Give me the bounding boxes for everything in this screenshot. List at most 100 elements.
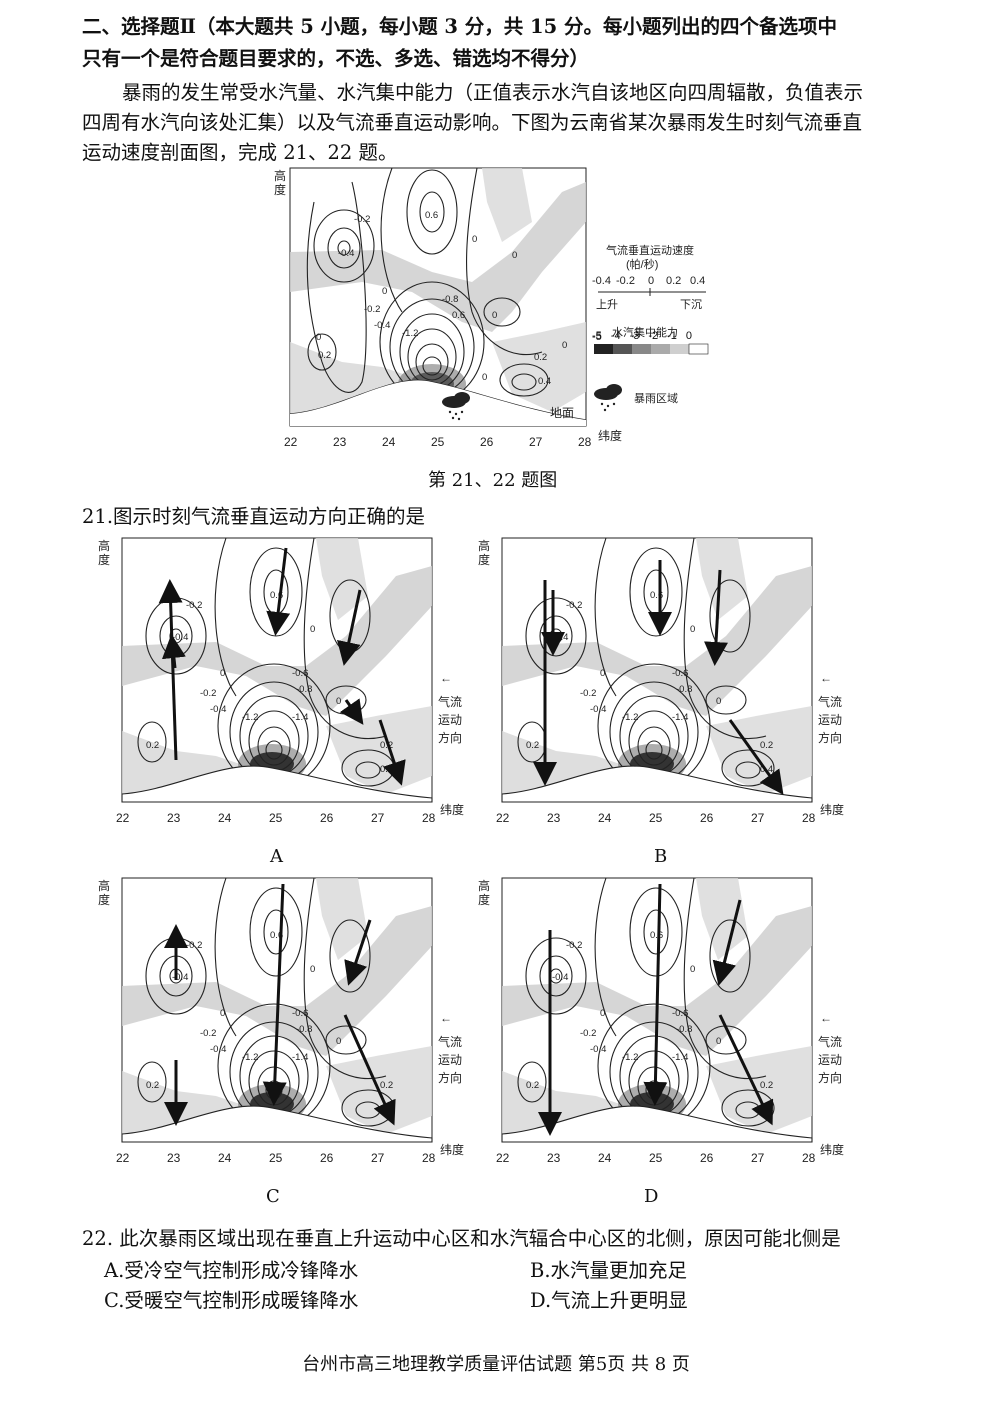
contour-label: 0.2 bbox=[526, 740, 539, 751]
figure-caption: 第 21、22 题图 bbox=[428, 470, 558, 491]
side-text: 气流 bbox=[438, 1034, 462, 1049]
x-tick: 22 bbox=[284, 435, 298, 449]
contour-label: -1.2 bbox=[242, 712, 258, 723]
x-tick: 26 bbox=[320, 811, 334, 825]
contour-label: -1.4 bbox=[672, 1052, 688, 1063]
contour-label: -0.4 bbox=[552, 972, 568, 983]
contour-label: 0 bbox=[310, 624, 315, 635]
airflow-arrow bbox=[344, 919, 372, 986]
legend-tick: 0 bbox=[685, 330, 693, 342]
contour-label: 0 bbox=[472, 234, 477, 245]
contour-label: 0 bbox=[690, 964, 695, 975]
contour-label: 0.4 bbox=[538, 376, 551, 387]
side-arrow-icon: ← bbox=[820, 1011, 832, 1025]
y-axis-label-2: 度 bbox=[98, 552, 110, 567]
y-axis-label-1: 高 bbox=[98, 538, 110, 553]
option-label-c: C bbox=[266, 1186, 280, 1207]
moisture-band-upper bbox=[290, 182, 586, 332]
legend-tick: -0.4 bbox=[592, 275, 611, 287]
side-text: 运动 bbox=[818, 1053, 842, 1067]
x-tick: 24 bbox=[598, 1151, 612, 1165]
q21-stem: 21.图示时刻气流垂直运动方向正确的是 bbox=[82, 505, 426, 528]
contour-label: 0.6 bbox=[650, 930, 663, 941]
x-axis-label: 纬度 bbox=[440, 1142, 464, 1157]
x-tick: 27 bbox=[371, 1151, 385, 1165]
contour-label: -0.4 bbox=[172, 972, 188, 983]
contour-label: 0 bbox=[512, 250, 517, 261]
airflow-arrow bbox=[704, 569, 728, 666]
contour-label: -0.4 bbox=[172, 632, 188, 643]
y-axis-label-1: 高 bbox=[274, 168, 286, 183]
section-heading: 二、选择题Ⅱ（本大题共 5 小题，每小题 3 分，共 15 分。每小题列出的四个… bbox=[82, 15, 837, 38]
contour-label: -0.2 bbox=[566, 940, 582, 951]
contour-label: -0.8 bbox=[676, 684, 692, 695]
contour-label: -0.6 bbox=[672, 668, 688, 679]
x-axis-label: 纬度 bbox=[820, 802, 844, 817]
y-axis-label-2: 度 bbox=[478, 552, 490, 567]
contour-label: -0.4 bbox=[374, 320, 390, 331]
contour-label: 0.6 bbox=[425, 210, 438, 221]
x-tick: 24 bbox=[218, 1151, 232, 1165]
legend-tick: -3 bbox=[629, 330, 640, 342]
x-tick: 27 bbox=[751, 1151, 765, 1165]
side-text: 气流 bbox=[818, 694, 842, 709]
legend-up-label: 上升 bbox=[596, 298, 618, 311]
contour-label: 0.2 bbox=[318, 350, 331, 361]
legend-rain-label: 暴雨区域 bbox=[634, 392, 678, 405]
q22-option-a: A.受冷空气控制形成冷锋降水 bbox=[104, 1259, 359, 1282]
contour-label: 0.2 bbox=[534, 352, 547, 363]
side-arrow-icon: ← bbox=[440, 1011, 452, 1025]
side-text: 运动 bbox=[818, 713, 842, 727]
legend-tick: -5 bbox=[592, 330, 602, 342]
moisture-band-upper bbox=[502, 906, 812, 1056]
x-tick: 27 bbox=[371, 811, 385, 825]
x-axis-label: 纬度 bbox=[598, 428, 622, 443]
moisture-band-upper bbox=[122, 906, 432, 1056]
x-tick: 25 bbox=[269, 1151, 283, 1165]
x-tick: 26 bbox=[320, 1151, 334, 1165]
moisture-band-upper bbox=[502, 566, 812, 716]
x-tick: 28 bbox=[802, 1151, 816, 1165]
legend-swatch bbox=[670, 344, 689, 354]
contour-label: -0.2 bbox=[186, 940, 202, 951]
x-tick: 27 bbox=[751, 811, 765, 825]
legend-swatch bbox=[632, 344, 651, 354]
x-axis: 22 23 24 25 26 27 28 纬度 bbox=[496, 802, 844, 825]
legend-swatch bbox=[651, 344, 670, 354]
option-label-d: D bbox=[644, 1186, 659, 1207]
side-text: 运动 bbox=[438, 1053, 462, 1067]
contour-label: 0 bbox=[600, 668, 605, 679]
contour-label: 0 bbox=[716, 1036, 721, 1047]
airflow-arrow bbox=[343, 1014, 396, 1126]
legend-moisture-tick-row: -5 -4 -3 -2 -1 0 bbox=[592, 330, 692, 342]
y-axis-label-2: 度 bbox=[98, 892, 110, 907]
intro-line-1: 暴雨的发生常受水汽量、水汽集中能力（正值表示水汽自该地区向四周辐散，负值表示 bbox=[122, 81, 864, 104]
y-axis-label-1: 高 bbox=[98, 878, 110, 893]
legend-tick: -0.2 bbox=[616, 275, 635, 287]
q22-option-d: D.气流上升更明显 bbox=[530, 1289, 688, 1312]
legend-swatch bbox=[613, 344, 632, 354]
contour-label: -1.4 bbox=[292, 1052, 308, 1063]
page-footer: 台州市高三地理教学质量评估试题 第5页 共 8 页 bbox=[302, 1354, 690, 1375]
contour-label: -0.4 bbox=[338, 248, 354, 259]
airflow-arrow bbox=[161, 634, 186, 669]
contour-label: -1.2 bbox=[402, 328, 418, 339]
side-text: 运动 bbox=[438, 713, 462, 727]
contour-label: -1.4 bbox=[292, 712, 308, 723]
contour-label: 0.4 bbox=[380, 764, 393, 775]
contour-label: -0.8 bbox=[676, 1024, 692, 1035]
x-tick: 22 bbox=[116, 811, 130, 825]
side-arrow-icon: ← bbox=[820, 671, 832, 685]
contour-label: -1.2 bbox=[242, 1052, 258, 1063]
contour-label: -0.2 bbox=[580, 1028, 596, 1039]
x-axis: 22 23 24 25 26 27 28 纬度 bbox=[116, 1142, 464, 1165]
legend-velocity-unit: (帕/秒) bbox=[626, 257, 658, 271]
airflow-arrow bbox=[337, 589, 362, 666]
contour-label: -0.2 bbox=[200, 688, 216, 699]
contour-label: -0.2 bbox=[354, 214, 370, 225]
side-text: 方向 bbox=[438, 1070, 462, 1085]
contour-label: 0.2 bbox=[380, 1080, 393, 1091]
contour-label: 0.2 bbox=[760, 740, 773, 751]
y-axis-label-2: 度 bbox=[274, 182, 286, 197]
legend-tick: 0.2 bbox=[666, 275, 681, 287]
